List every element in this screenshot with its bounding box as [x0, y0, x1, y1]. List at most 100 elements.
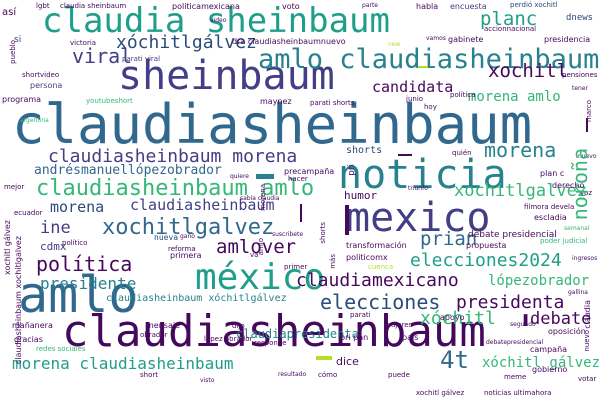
word-gracias: gracias [14, 335, 43, 344]
word-amlo-claudiasheinbaum: amlo claudiasheinbaum [258, 44, 600, 75]
word-mexicano: mexicano [372, 270, 459, 291]
word-morena-v: morena [259, 184, 267, 211]
word-elecciones: elecciones [320, 290, 441, 314]
word-nuevo-v: nuevo [583, 330, 591, 352]
word-politico: político [62, 239, 88, 247]
word-cuenca: cuenca [368, 263, 394, 271]
word-claudia-sheinbaum-top: claudia sheinbaum [42, 1, 390, 41]
word-lgbt: lgbt [36, 2, 50, 10]
word-perdio: perdió xochitl [510, 1, 558, 9]
word-politica2: política [450, 91, 476, 99]
word-planc: planc [480, 8, 538, 30]
word-claudia: claudia [296, 270, 372, 291]
word-pri-v: pri [347, 164, 357, 176]
word-morena: morena [484, 138, 557, 162]
word-mexico: mexico [346, 195, 491, 241]
word-politicomx: politicomx [346, 253, 388, 262]
word-visto: visto [200, 377, 215, 384]
word-nueva: nueva [154, 233, 179, 242]
word-pri-pan: pri pan [340, 333, 369, 342]
word-claudiasheinbaum-amlo: claudiasheinbaum amlo [36, 176, 315, 201]
word-gobierno: gobierno [532, 365, 568, 374]
word-xochitl-galvez-v: xochitl gálvez [3, 220, 12, 276]
word-lopezobrador: lópezobrador [488, 273, 590, 289]
word-sheinbaum: sheinbaum [118, 53, 335, 99]
word-meme: meme [504, 373, 527, 381]
word-oposicion: oposición [548, 327, 586, 336]
word-dice: dice [336, 355, 359, 368]
word-andresmanuel: andrésmanuellópezobrador [34, 163, 222, 178]
word-suscribete: suscribete [272, 231, 304, 238]
word-ecuador: ecuador [14, 209, 43, 217]
word-politica: política [36, 252, 133, 276]
word-mexico-accent: méxico [195, 257, 326, 298]
word-mensaje: mensaje [146, 321, 180, 330]
word-programa: programa [2, 95, 42, 104]
word-shorts-v: shorts [319, 222, 327, 244]
word-dra-claudia: dra claudiasheinbaumnuevo [232, 37, 346, 46]
word-transformacion: transformación [346, 241, 407, 250]
word-semanal: semanal [564, 225, 590, 232]
word-mas-v: más [329, 254, 337, 269]
word-claudiasheinbaum-morena: claudiasheinbaum morena [48, 146, 298, 167]
word-reforma: reforma [168, 245, 196, 253]
word-dnews: dnews [566, 13, 594, 23]
word-habla: habla [416, 2, 439, 11]
word-accionnacional: accionnacional [484, 25, 537, 33]
word-claudiapresidenta: claudiapresidenta [236, 327, 359, 341]
dash-mark [586, 118, 588, 132]
word-filmora: filmora devela [524, 203, 575, 211]
word-tener: tener [572, 85, 589, 92]
word-claudiasheinbaum-quote: claudiasheinbaum ' [62, 306, 539, 357]
word-gallina: gallina [568, 289, 588, 296]
word-claudiasheinbaum-xochitlgalvez: claudiasheinbaum xóchitlgálvez [106, 293, 287, 304]
word-debatepresidencial: debatepresidencial [486, 339, 544, 346]
word-pensiones: pensiones [562, 71, 598, 79]
word-presidenta: presidenta [456, 292, 565, 313]
word-manana: mañanera [12, 321, 53, 330]
word-shorts: shorts [346, 145, 383, 156]
word-plan-c: plan c [540, 169, 565, 178]
word-xochitlgalvez-top: xóchitlgálvez [116, 32, 257, 53]
word-voz: voz [580, 189, 593, 197]
word-presidencia: presidencia [544, 35, 591, 44]
word-youtubeshort: youtubeshort [86, 97, 133, 105]
word-sabia: sabía claudia [240, 195, 280, 202]
word-viral: viral [72, 44, 133, 68]
word-ine: ine [40, 218, 71, 238]
word-asi: así [2, 7, 17, 18]
word-claudiasheinbaum-mid: claudiasheinbaum [130, 196, 275, 214]
word-morena-amlo: morena amlo [468, 89, 561, 105]
word-hoy: hoy [424, 103, 437, 111]
dash-mark [398, 154, 412, 156]
word-votar: votar [578, 375, 597, 383]
word-amlo-v: amlo [257, 238, 265, 256]
word-responde: responde [254, 339, 287, 347]
word-mujeres: mujeres [384, 321, 413, 329]
word-candidata: candidata [372, 78, 454, 96]
word-parati-viral: parati viral [122, 55, 161, 63]
word-como: cómo [318, 371, 338, 379]
word-claudia-sheinbaum-small: claudia sheinbaum [60, 2, 127, 10]
dash-mark [316, 356, 332, 360]
word-noticia: noticia [338, 152, 507, 198]
word-quiere: quiere [230, 173, 249, 180]
word-xochitlgalvez2: xochitlgalvez [454, 181, 588, 201]
word-precampana: precampaña [284, 167, 335, 176]
word-primera: primera [170, 251, 202, 260]
word-new: new [388, 41, 401, 48]
word-norona: noroña [568, 148, 592, 221]
word-morena-claudiasheinbaum: morena claudiasheinbaum [12, 354, 234, 373]
word-si: si [14, 35, 22, 45]
word-4t: 4t [440, 346, 469, 374]
word-xochitlgalvez-big: xochitlgalvez [102, 215, 275, 240]
word-parati-shorts: parati shorts [310, 99, 355, 107]
word-nuevo: nuevo [578, 153, 597, 160]
word-noticias-ultimahora: noticias ultimahora [484, 389, 552, 397]
word-xochitl-galvez: xóchitl gálvez [482, 355, 600, 371]
word-obrador: obrador [140, 331, 168, 339]
word-encuesta: encuesta [450, 2, 487, 11]
word-ingresos: ingresos [572, 255, 598, 262]
dash-mark [418, 66, 428, 68]
